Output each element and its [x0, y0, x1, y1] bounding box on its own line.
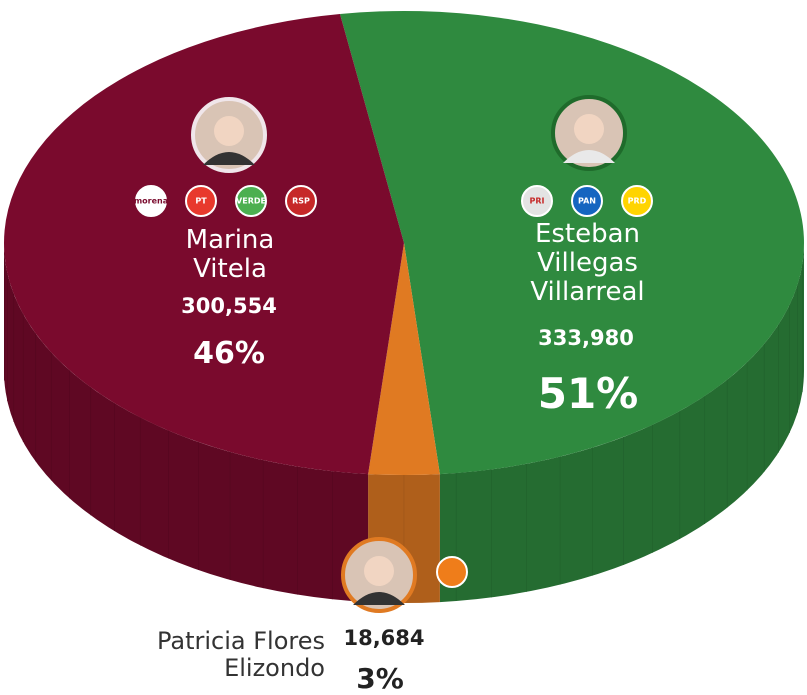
party-logo: PRD [621, 185, 653, 217]
party-logo-badge [521, 185, 553, 217]
party-logo-text: PT [195, 197, 207, 206]
vote-count: 300,554 [181, 294, 277, 318]
slice [368, 243, 440, 475]
party-logo-text: VERDE [236, 197, 266, 206]
party-logo-badge [285, 185, 317, 217]
party-logo: PRI [521, 185, 553, 217]
candidate-name: Patricia Flores Elizondo [156, 627, 325, 682]
vote-share: 3% [356, 662, 404, 695]
party-logo-badge [135, 185, 167, 217]
photo-face [574, 114, 604, 144]
vote-share: 46% [193, 336, 265, 371]
party-logo: VERDE [235, 185, 267, 217]
candidate-name: Esteban Villegas Villarreal [530, 219, 645, 308]
party-logo-text: RSP [292, 197, 310, 206]
photo-face [214, 116, 244, 146]
party-logo-text: PRD [628, 197, 647, 206]
party-logo-badge [621, 185, 653, 217]
party-logo: morena [134, 185, 168, 217]
slice-side [4, 243, 369, 603]
party-logo: PT [185, 185, 217, 217]
vote-count: 18,684 [343, 626, 425, 650]
party-logo-badge [185, 185, 217, 217]
photo-face [364, 556, 394, 586]
party-logo-badge [571, 185, 603, 217]
party-logo [436, 556, 468, 588]
party-logo: PAN [571, 185, 603, 217]
photo-shoulders [203, 152, 255, 165]
party-logo-text: PRI [530, 197, 545, 206]
vote-count: 333,980 [538, 326, 634, 350]
party-logo-text: PAN [578, 197, 596, 206]
slice [339, 10, 805, 475]
party-logo-text: morena [134, 197, 168, 206]
candidate-name: Marina Vitela [185, 225, 275, 285]
slice-side [439, 243, 804, 603]
party-logo: RSP [285, 185, 317, 217]
photo-shoulders [563, 150, 615, 163]
party-logo-badge [235, 185, 267, 217]
slice [4, 13, 404, 475]
vote-share: 51% [537, 368, 639, 418]
photo-shoulders [353, 592, 405, 605]
